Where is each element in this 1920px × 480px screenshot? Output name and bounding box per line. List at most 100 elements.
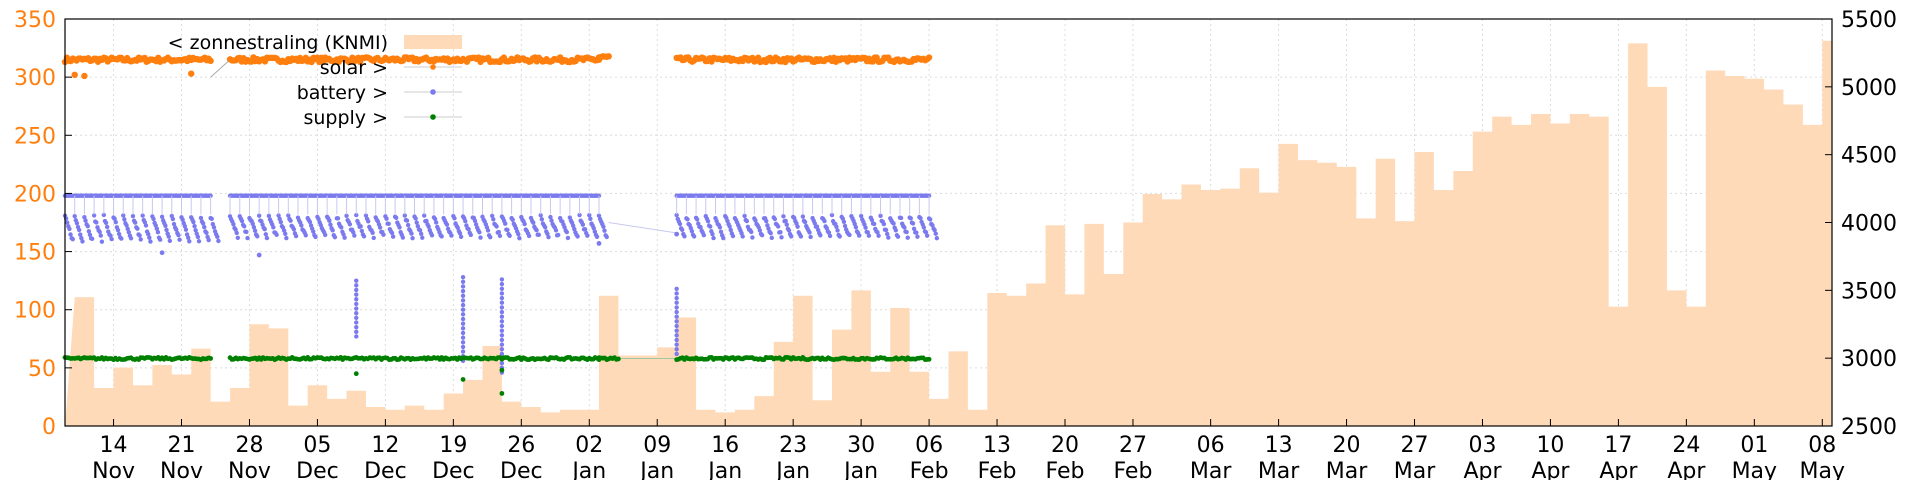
left-tick-label: 50 — [28, 357, 56, 382]
x-tick-month: Feb — [910, 459, 949, 480]
battery-point — [65, 220, 70, 225]
battery-point — [354, 320, 359, 325]
x-tick-day: 06 — [1197, 433, 1225, 458]
battery-point — [496, 229, 502, 235]
battery-point — [460, 335, 466, 340]
battery-point — [132, 220, 138, 225]
battery-point — [698, 224, 703, 230]
right-tick-label: 5500 — [1841, 8, 1897, 33]
battery-point — [460, 312, 466, 317]
battery-point — [807, 230, 812, 235]
battery-point — [902, 225, 907, 230]
battery-point — [266, 213, 272, 219]
battery-point — [354, 329, 359, 335]
battery-point — [789, 234, 794, 239]
battery-point — [460, 349, 466, 354]
right-tick-label: 4000 — [1841, 212, 1897, 237]
battery-point — [742, 213, 747, 219]
series-zonnestraling — [65, 40, 1832, 426]
battery-point — [489, 213, 495, 218]
battery-point — [792, 215, 797, 221]
battery-point — [682, 234, 687, 239]
battery-point — [772, 216, 778, 222]
left-tick-label: 250 — [14, 124, 56, 149]
battery-point — [460, 302, 466, 308]
battery-point — [499, 300, 505, 305]
battery-point — [264, 235, 270, 241]
battery-point — [674, 212, 679, 218]
battery-point — [414, 220, 419, 225]
battery-point — [556, 232, 561, 238]
legend: < zonnestraling (KNMI) solar > battery > su… — [168, 32, 462, 129]
battery-point — [365, 219, 371, 224]
battery-point — [674, 286, 679, 291]
x-tick-month: Mar — [1258, 459, 1300, 480]
battery-point — [585, 233, 590, 238]
battery-point — [116, 231, 122, 237]
battery-point — [522, 221, 527, 227]
battery-point — [808, 234, 813, 240]
battery-point — [499, 328, 505, 333]
battery-point — [98, 233, 103, 238]
x-tick-month: Jan — [774, 459, 810, 480]
battery-point — [911, 226, 917, 231]
battery-point — [143, 223, 149, 228]
x-tick-month: Dec — [500, 459, 543, 480]
battery-point — [83, 218, 88, 223]
legend-label: < zonnestraling (KNMI) — [168, 32, 388, 54]
battery-point — [818, 233, 823, 238]
battery-point — [908, 216, 913, 221]
battery-point — [764, 218, 769, 224]
battery-point — [927, 217, 933, 222]
battery-point — [371, 235, 376, 241]
battery-point — [503, 221, 508, 226]
supply-point — [926, 356, 932, 362]
x-tick-day: 19 — [439, 433, 467, 458]
battery-point — [200, 221, 206, 226]
battery-point — [85, 223, 90, 229]
battery-point — [252, 228, 258, 233]
battery-point — [322, 232, 328, 238]
battery-point — [460, 284, 466, 289]
battery-point — [420, 235, 425, 240]
battery-point — [538, 213, 543, 218]
battery-point — [82, 214, 87, 220]
battery-point — [159, 250, 165, 256]
battery-point — [198, 215, 204, 221]
x-tick-day: 21 — [168, 433, 196, 458]
battery-point — [458, 234, 464, 239]
battery-point — [604, 234, 609, 240]
battery-point — [91, 213, 97, 218]
battery-point — [354, 334, 359, 339]
battery-point — [148, 239, 153, 244]
battery-point — [499, 323, 505, 329]
battery-point — [875, 230, 880, 235]
solar-point — [81, 72, 88, 80]
battery-point — [549, 218, 554, 223]
battery-point — [905, 235, 910, 240]
x-tick-month: Dec — [296, 459, 339, 480]
battery-point — [685, 217, 690, 222]
battery-point — [572, 226, 577, 232]
battery-point — [154, 226, 160, 231]
battery-point — [783, 218, 788, 224]
battery-point — [313, 234, 318, 240]
battery-point — [847, 232, 852, 238]
battery-point — [262, 227, 267, 232]
battery-point — [342, 235, 347, 240]
x-tick-month: Jan — [638, 459, 674, 480]
battery-point — [192, 223, 197, 229]
battery-point — [177, 237, 182, 242]
battery-point — [526, 233, 532, 239]
x-tick-month: May — [1732, 459, 1777, 480]
battery-point — [390, 234, 396, 239]
x-tick-day: 27 — [1119, 433, 1147, 458]
battery-point — [468, 232, 474, 238]
battery-point — [171, 221, 177, 227]
x-tick-month: Jan — [570, 459, 606, 480]
battery-point — [463, 218, 468, 224]
battery-point — [485, 228, 491, 233]
battery-point — [187, 239, 192, 244]
battery-point — [539, 217, 545, 222]
left-tick-label: 200 — [14, 182, 56, 207]
